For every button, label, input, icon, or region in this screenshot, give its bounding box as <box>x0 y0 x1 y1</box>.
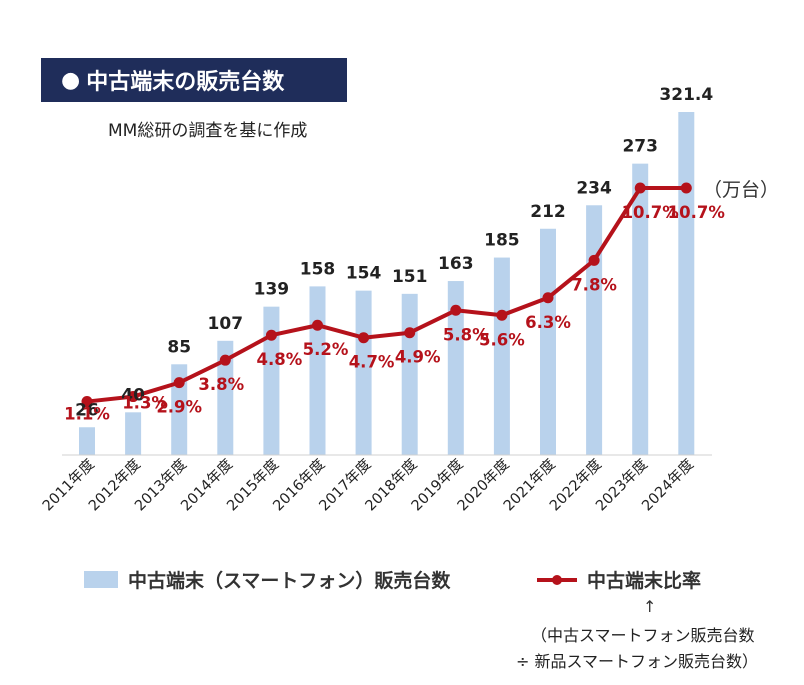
ratio-value-labels: 1.1% 1.3%2.9% 3.8% 4.8%5.2%4.7% 4.9%5.8%5.6%… <box>64 203 725 424</box>
ratio-label-2017年度: 4.7% <box>349 353 395 372</box>
ratio-point-2015年度 <box>265 329 277 341</box>
bar-label-2013年度: 85 <box>167 337 191 357</box>
bar-series <box>79 112 695 455</box>
bar-label-2018年度: 151 <box>392 267 428 287</box>
bar-2021年度 <box>540 228 556 455</box>
ratio-point-2021年度 <box>542 292 554 304</box>
chart-title: 中古端末の販売台数 <box>86 70 285 95</box>
title-bullet: ● <box>61 67 81 93</box>
legend-bar-swatch <box>84 571 118 588</box>
ratio-label-2018年度: 4.9% <box>395 348 441 367</box>
ratio-point-2011年度 <box>81 396 93 408</box>
bar-2022年度 <box>586 205 603 455</box>
ratio-label-2013年度: 2.9% <box>156 398 202 417</box>
ratio-line-series <box>81 182 692 408</box>
ratio-label-2012年度: 1.3% <box>122 394 168 413</box>
ratio-label-2015年度: 4.8% <box>257 350 303 369</box>
ratio-label-2011年度: 1.1% <box>64 405 110 424</box>
legend-bar-item: 中古端末（スマートフォン）販売台数 <box>84 566 450 593</box>
ratio-label-2014年度: 3.8% <box>198 375 244 394</box>
bar-label-2014年度: 107 <box>208 314 244 334</box>
bar-label-2022年度: 234 <box>576 178 612 198</box>
bar-label-2015年度: 139 <box>254 280 290 300</box>
ratio-label-2019年度: 5.8% <box>443 325 489 344</box>
bar-label-2020年度: 185 <box>484 231 520 251</box>
legend-line-swatch <box>537 574 577 585</box>
bar-label-2024年度: 321.4 <box>659 85 713 105</box>
bar-label-2017年度: 154 <box>346 264 382 284</box>
ratio-label-2024年度: 10.7% <box>668 203 726 222</box>
bar-label-2021年度: 212 <box>530 202 566 222</box>
bar-2014年度 <box>217 340 234 455</box>
ratio-point-2019年度 <box>450 304 462 316</box>
unit-label: （万台） <box>703 179 779 201</box>
ratio-point-2014年度 <box>219 354 231 366</box>
bar-label-2016年度: 158 <box>300 259 336 279</box>
bar-2012年度 <box>125 412 142 455</box>
bar-2018年度 <box>401 293 418 455</box>
ratio-point-2012年度 <box>127 391 139 403</box>
ratio-point-2023年度 <box>634 182 646 194</box>
x-tick-labels: 2011年度2012年度2013年度2014年度2015年度2016年度2017… <box>39 456 697 515</box>
bar-label-2019年度: 163 <box>438 254 474 274</box>
bar-2011年度 <box>79 427 95 455</box>
bar-label-2012年度: 40 <box>121 385 145 405</box>
bar-2024年度 <box>678 112 695 455</box>
ratio-point-2013年度 <box>173 377 185 389</box>
bar-value-labels: 26 40 85 107 139 158 154 151 163 185 212 234 273 321.… <box>75 85 713 420</box>
bar-2017年度 <box>355 290 372 455</box>
bar-2013年度 <box>171 364 188 455</box>
formula-line-2: ÷ 新品スマートフォン販売台数） <box>516 652 759 671</box>
ratio-label-2016年度: 5.2% <box>303 340 349 359</box>
bar-2020年度 <box>493 257 510 455</box>
ratio-point-2018年度 <box>404 327 416 339</box>
bar-2019年度 <box>447 281 464 455</box>
legend-line-item: 中古端末比率 <box>535 566 701 593</box>
ratio-label-2023年度: 10.7% <box>622 203 680 222</box>
bar-2015年度 <box>263 306 280 455</box>
legend-line-label: 中古端末比率 <box>587 570 702 592</box>
chart-title-box: ● 中古端末の販売台数 <box>41 58 347 102</box>
bar-label-2023年度: 273 <box>622 137 658 157</box>
ratio-point-2022年度 <box>588 254 600 266</box>
ratio-point-2024年度 <box>680 182 692 194</box>
source-note: MM総研の調査を基に作成 <box>108 121 308 141</box>
legend-bar-label: 中古端末（スマートフォン）販売台数 <box>128 570 451 592</box>
ratio-point-2017年度 <box>358 332 370 344</box>
formula-arrow: ↑ <box>643 597 657 616</box>
formula-line-1: （中古スマートフォン販売台数 <box>531 626 755 645</box>
ratio-point-2016年度 <box>312 319 323 331</box>
ratio-line <box>86 186 687 404</box>
ratio-label-2020年度: 5.6% <box>479 330 525 349</box>
bar-2023年度 <box>632 163 649 455</box>
bar-2016年度 <box>309 286 326 455</box>
ratio-label-2022年度: 7.8% <box>571 275 617 294</box>
bar-label-2011年度: 26 <box>75 400 99 420</box>
ratio-label-2021年度: 6.3% <box>525 313 571 332</box>
ratio-point-2020年度 <box>496 309 508 321</box>
